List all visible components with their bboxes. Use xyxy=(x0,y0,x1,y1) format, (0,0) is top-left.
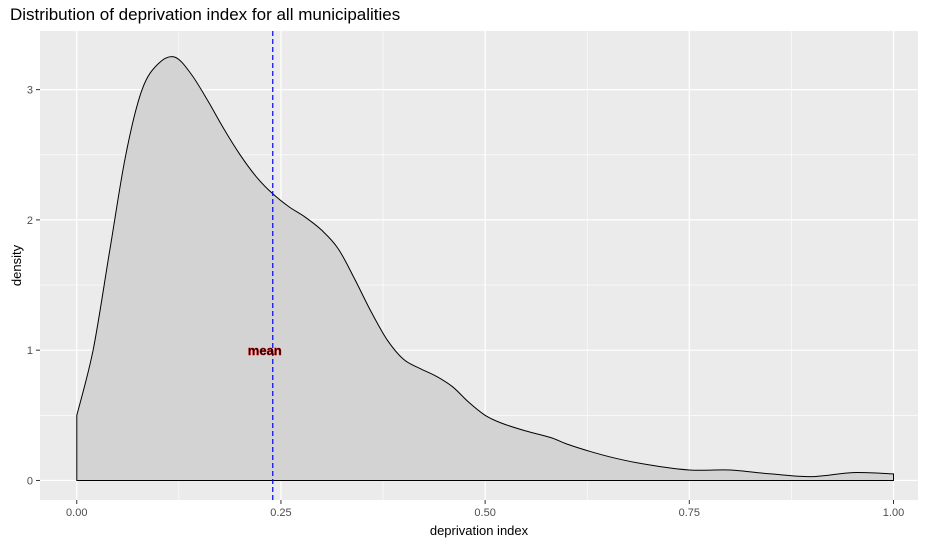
x-tick-label: 0.75 xyxy=(679,507,700,519)
y-tick-label: 3 xyxy=(27,85,33,97)
x-tick-label: 1.00 xyxy=(883,507,904,519)
chart-title: Distribution of deprivation index for al… xyxy=(10,5,401,24)
x-tick-label: 0.50 xyxy=(474,507,495,519)
y-tick-label: 0 xyxy=(27,475,33,487)
x-axis-ticks: 0.00 0.25 0.50 0.75 1.00 xyxy=(66,500,904,519)
y-axis-title: density xyxy=(9,244,24,286)
y-tick-label: 1 xyxy=(27,345,33,357)
x-axis-title: deprivation index xyxy=(430,523,529,538)
x-tick-label: 0.00 xyxy=(66,507,87,519)
x-tick-label: 0.25 xyxy=(270,507,291,519)
y-tick-label: 2 xyxy=(27,215,33,227)
density-area xyxy=(76,56,894,481)
y-axis-ticks: 0 1 2 3 xyxy=(27,85,40,487)
mean-annotation: mean xyxy=(248,343,282,358)
